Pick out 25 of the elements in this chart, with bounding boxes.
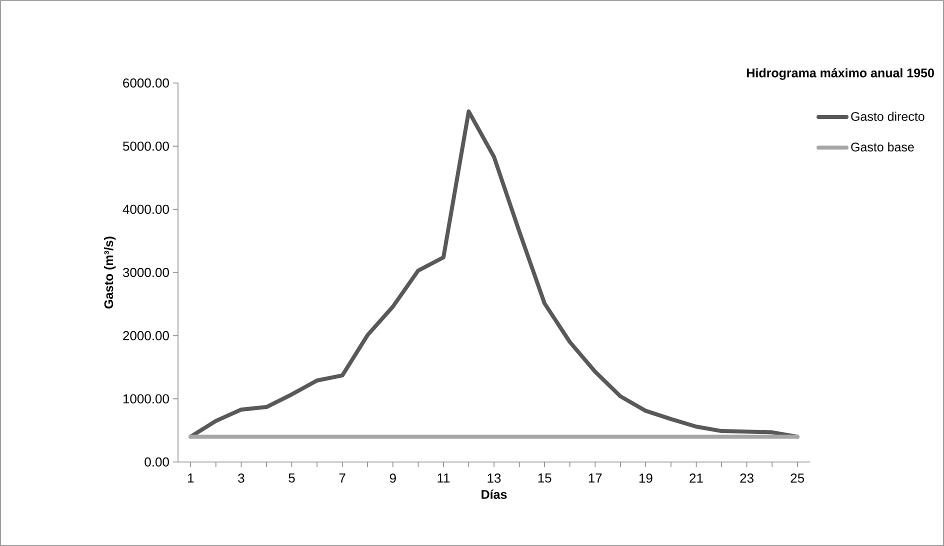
y-tick-label: 3000.00 [122, 268, 169, 278]
x-tick-label: 15 [538, 474, 552, 483]
y-tick-label: 0.00 [144, 457, 169, 467]
x-tick-label: 25 [790, 474, 804, 483]
legend-label: Gasto base [851, 142, 914, 152]
x-tick-label: 17 [588, 474, 602, 482]
y-axis-title: Gasto (m³/s) [104, 236, 116, 308]
y-tick-label: 4000.00 [122, 204, 169, 214]
x-tick-label: 23 [740, 474, 754, 483]
y-tick-label: 2000.00 [123, 331, 169, 340]
y-tick-label: 1000.00 [123, 394, 169, 404]
x-tick-label: 11 [438, 474, 450, 482]
legend-label: Gasto directo [851, 112, 924, 121]
x-tick-label: 13 [488, 474, 501, 483]
x-tick-label: 5 [288, 474, 295, 483]
x-tick-label: 9 [390, 474, 396, 483]
x-axis-title: Días [482, 490, 507, 499]
x-tick-label: 1 [188, 474, 194, 482]
y-tick-label: 6000.00 [123, 78, 169, 88]
x-tick-label: 3 [238, 474, 244, 483]
text: Hidrograma máximo anual 1950 [747, 68, 934, 80]
x-tick-label: 21 [690, 474, 703, 483]
x-tick-label: 7 [339, 474, 346, 482]
y-tick-label: 5000.00 [122, 142, 169, 151]
x-tick-label: 19 [639, 474, 652, 483]
